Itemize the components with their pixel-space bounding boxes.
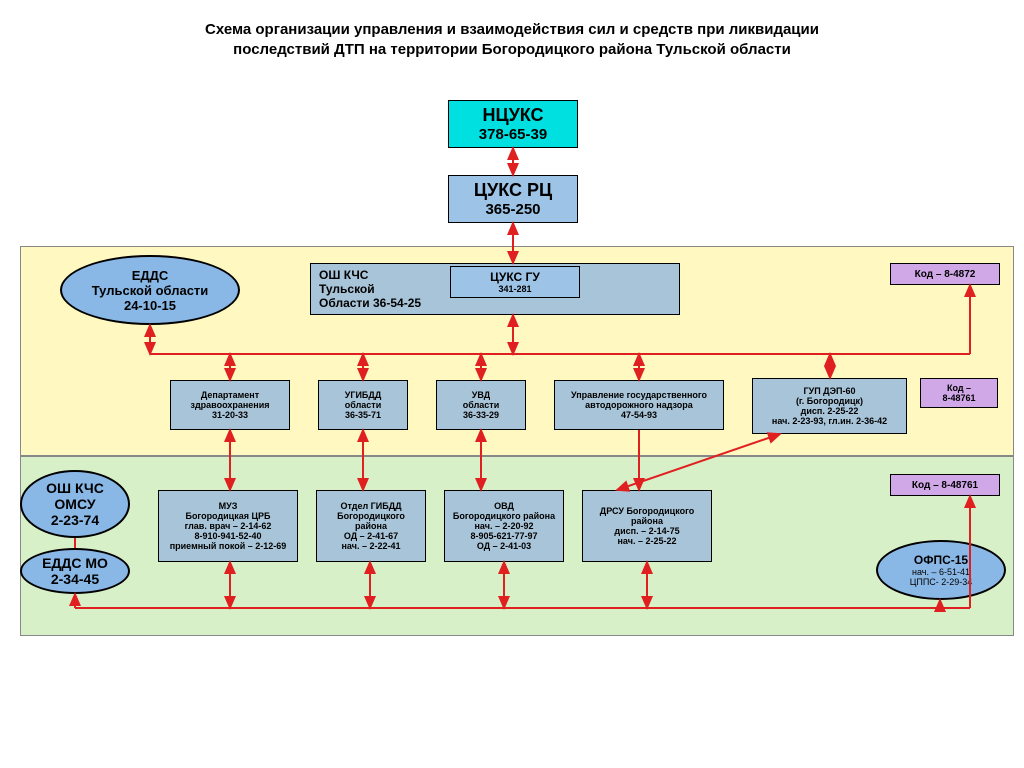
title-line2: последствий ДТП на территории Богородицк… xyxy=(233,41,791,58)
box-muz: МУЗБогородицкая ЦРБглав. врач – 2-14-628… xyxy=(158,490,298,562)
box-ugibdd: УГИБДДобласти36-35-71 xyxy=(318,380,408,430)
box-ncuks: НЦУКС378-65-39 xyxy=(448,100,578,148)
ellipse-edds_tula: ЕДДСТульской области24-10-15 xyxy=(60,255,240,325)
title-line1: Схема организации управления и взаимодей… xyxy=(205,21,819,38)
ellipse-osh_omsu: ОШ КЧСОМСУ2-23-74 xyxy=(20,470,130,538)
box-drsu: ДРСУ Богородицкогорайонадисп. – 2-14-75н… xyxy=(582,490,712,562)
ellipse-edds_mo: ЕДДС МО2-34-45 xyxy=(20,548,130,594)
ellipse-ofps: ОФПС-15нач. – 6-51-41ЦППС- 2-29-34 xyxy=(876,540,1006,600)
box-kod3: Код – 8-48761 xyxy=(890,474,1000,496)
box-uvd: УВДобласти36-33-29 xyxy=(436,380,526,430)
box-dept_zdrav: Департаментздравоохранения31-20-33 xyxy=(170,380,290,430)
box-upr_nadzor: Управление государственногоавтодорожного… xyxy=(554,380,724,430)
box-cuks_gu: ЦУКС ГУ341-281 xyxy=(450,266,580,298)
box-cuks_rc: ЦУКС РЦ365-250 xyxy=(448,175,578,223)
box-kod2: Код –8-48761 xyxy=(920,378,998,408)
box-kod1: Код – 8-4872 xyxy=(890,263,1000,285)
box-gibdd_rayon: Отдел ГИБДДБогородицкогорайонаОД – 2-41-… xyxy=(316,490,426,562)
box-ovd: ОВДБогородицкого районанач. – 2-20-928-9… xyxy=(444,490,564,562)
box-gup_dep60: ГУП ДЭП-60(г. Богородицк)дисп. 2-25-22на… xyxy=(752,378,907,434)
